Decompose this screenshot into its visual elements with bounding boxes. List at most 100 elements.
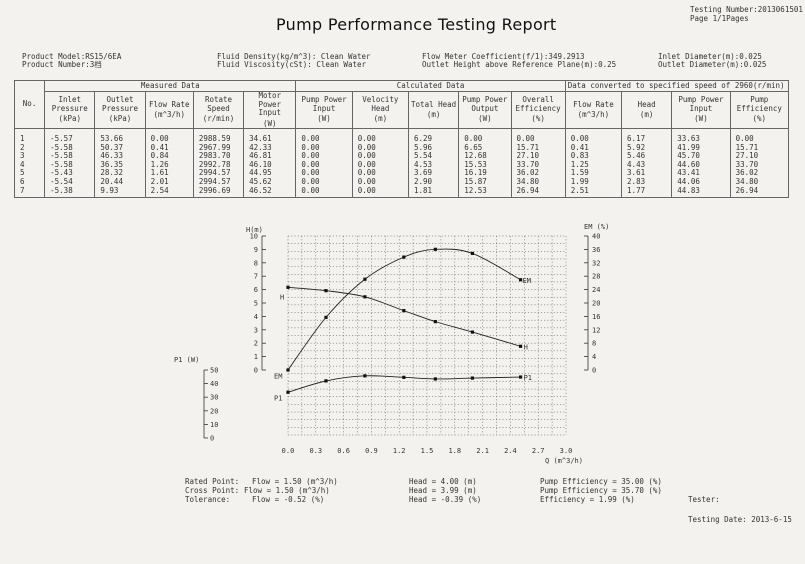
- table-cell: 0.00: [351, 160, 409, 170]
- table-cell: 33.70: [729, 160, 790, 170]
- col-header-unit: (m): [639, 110, 654, 119]
- table-cell: 15.71: [729, 143, 790, 153]
- fluid-viscosity: Fluid Viscosity(cSt): Clean Water: [217, 60, 367, 69]
- table-cell: 1.99: [564, 177, 623, 187]
- col-header-unit: (m^3/h): [577, 110, 610, 119]
- table-row: 7 -5.38 9.93 2.54 2996.69 46.52 0.00 0.00 1.81 12…: [13, 186, 790, 198]
- p1-tick-label: 50: [210, 367, 218, 375]
- p1-tick-label: 10: [210, 421, 218, 429]
- head-tick-label: 10: [250, 233, 258, 241]
- col-no: No.: [13, 80, 46, 129]
- power-input-point: [518, 375, 523, 379]
- rated-head: Head = 4.00 (m): [409, 477, 477, 486]
- col-header-label: Total Head: [411, 99, 457, 109]
- eff-tick-label: 16: [592, 313, 600, 321]
- table-cell: 12.68: [458, 152, 512, 161]
- table-cell: 26.94: [510, 186, 566, 198]
- spacer-cell: [94, 128, 146, 135]
- outlet-height: Outlet Height above Reference Plane(m):0…: [422, 60, 617, 69]
- head-tick-label: 2: [254, 340, 258, 348]
- head-tick-label: 0: [254, 367, 258, 375]
- col-header-unit: (r/min): [202, 114, 235, 124]
- table-row: 2 -5.58 50.37 0.41 2967.99 42.33 0.00 0.00 5.96 6…: [13, 143, 790, 153]
- head-tick-label: 1: [254, 353, 258, 361]
- table-cell: 34.61: [243, 134, 297, 144]
- table-row: 3 -5.58 46.33 0.84 2983.70 46.81 0.00 0.00 5.54 1…: [13, 152, 790, 161]
- col-header-label: Head: [637, 99, 656, 109]
- table-cell: 6.65: [458, 143, 512, 153]
- head-point: [402, 309, 406, 313]
- col-header-unit: (m): [426, 110, 441, 119]
- table-cell: -5.54: [44, 177, 96, 187]
- head-series-label: H: [280, 293, 284, 301]
- table-cell: 36.35: [94, 160, 146, 170]
- testing-date: Testing Date: 2013-6-15: [688, 515, 792, 524]
- head-point: [363, 295, 367, 299]
- col-header-label: Pump Power Input: [678, 95, 724, 113]
- col-header-unit: (W): [317, 114, 331, 124]
- p1-tick-label: 40: [210, 380, 218, 388]
- x-tick-label: 2.1: [476, 447, 489, 455]
- outlet-diameter: Outlet Diameter(m):0.025: [658, 60, 767, 69]
- testing-number: Testing Number:2013061501: [690, 5, 803, 14]
- table-cell: 15.87: [458, 177, 512, 187]
- x-tick-label: 1.5: [421, 447, 434, 455]
- col-header: Rotate Speed (r/min): [192, 91, 245, 129]
- eff-tick-label: 8: [592, 340, 596, 348]
- head-curve: [287, 286, 521, 347]
- table-cell: 44.83: [671, 186, 731, 198]
- x-tick-label: 0.0: [282, 447, 295, 455]
- head-end-label: H: [524, 343, 528, 351]
- table-cell: 2.01: [144, 177, 194, 187]
- fluid-density: Fluid Density(kg/m^3): Clean Water: [217, 52, 371, 61]
- col-header: Pump Power Input (W): [671, 91, 731, 129]
- product-model: Product Model:RS15/6EA: [22, 52, 122, 61]
- power-end-label: P1: [524, 374, 532, 382]
- col-header-label: Outlet Pressure: [101, 95, 139, 113]
- group-measured: Measured Data: [44, 80, 297, 92]
- eff-tick-label: 24: [592, 286, 600, 294]
- x-tick-label: 2.7: [532, 447, 545, 455]
- col-header-label: Pump Efficiency: [736, 95, 782, 113]
- col-header: Flow Rate (m^3/h): [144, 91, 194, 129]
- table-spacer-row: [13, 128, 790, 135]
- table-cell: 0.00: [351, 177, 409, 187]
- col-header: Pump Efficiency (%): [729, 91, 790, 129]
- eff-tick-label: 12: [592, 326, 600, 334]
- eff-tick-label: 0: [592, 367, 596, 375]
- efficiency-point: [402, 255, 406, 259]
- col-header-label: Pump Power Output: [462, 95, 508, 113]
- col-header-label: Overall Efficiency: [515, 95, 561, 113]
- col-header-label: Rotate Speed: [204, 95, 233, 113]
- table-cell: 46.52: [243, 186, 297, 198]
- power-input-point: [363, 374, 367, 378]
- spacer-cell: [458, 128, 512, 135]
- table-cell: 44.06: [671, 177, 731, 187]
- efficiency-point: [324, 315, 328, 319]
- col-header-unit: (kPa): [108, 114, 132, 124]
- rated-label: Rated Point:: [185, 477, 240, 486]
- col-header-unit: (W): [694, 114, 708, 124]
- chart-grid: [287, 235, 567, 436]
- power-input-point: [402, 375, 406, 379]
- table-cell: 1.25: [564, 160, 623, 170]
- table-cell: 45.62: [243, 177, 297, 187]
- col-header: Overall Efficiency (%): [510, 91, 566, 129]
- table-cell: 46.10: [243, 160, 297, 170]
- product-number: Product Number:3档: [22, 60, 102, 69]
- table-cell: 2.51: [564, 186, 623, 198]
- eff-axis-label: EM (%): [584, 223, 609, 231]
- table-cell: 42.33: [243, 143, 297, 153]
- eff-tick-label: 36: [592, 246, 600, 254]
- eff-tick-label: 40: [592, 233, 600, 241]
- head-point: [324, 289, 328, 293]
- rated-efficiency: Pump Efficiency = 35.00 (%): [540, 477, 662, 486]
- table-cell: 50.37: [94, 143, 146, 153]
- x-axis-label: Q (m^3/h): [545, 457, 583, 465]
- table-cell: 34.80: [729, 177, 790, 187]
- eff-tick-label: 4: [592, 353, 596, 361]
- table-cell: 53.66: [94, 134, 146, 144]
- power-input-point: [470, 376, 475, 380]
- eff-tick-label: 32: [592, 259, 600, 267]
